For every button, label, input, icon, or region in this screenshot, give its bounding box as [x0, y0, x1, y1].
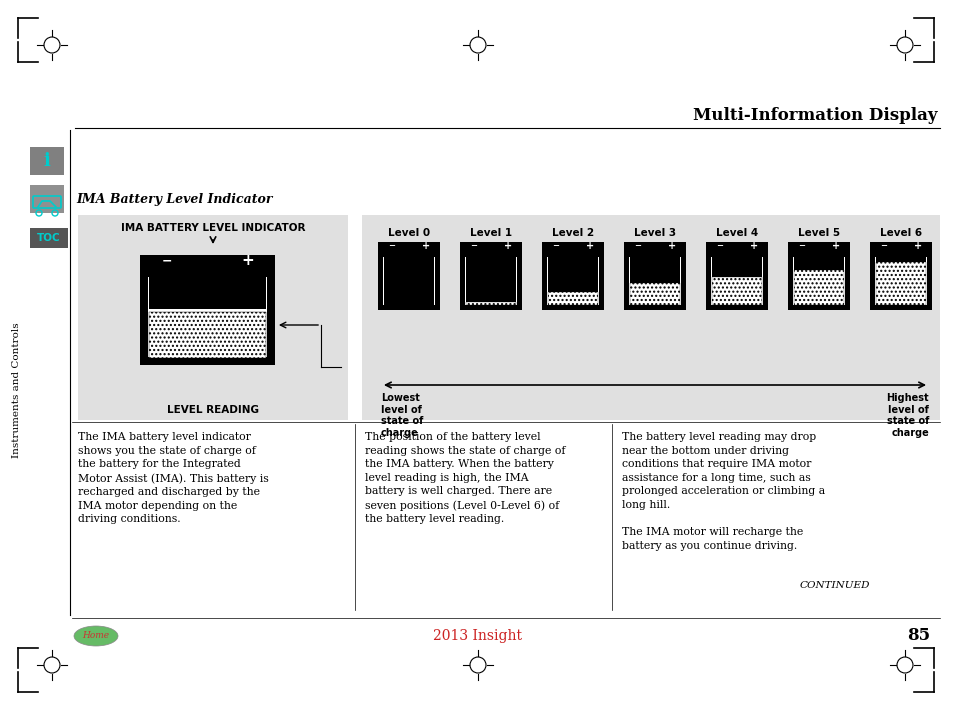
Text: LEVEL READING: LEVEL READING [167, 405, 258, 415]
Bar [877, 242, 890, 249]
Bar [910, 242, 923, 249]
Text: CONTINUED: CONTINUED [799, 581, 869, 589]
Bar [582, 242, 596, 249]
Text: Level 1: Level 1 [470, 228, 512, 238]
Bar [464, 257, 517, 305]
Text: 2013 Insight: 2013 Insight [433, 629, 522, 643]
Bar [547, 292, 598, 305]
Bar [705, 242, 767, 310]
Bar [875, 262, 925, 305]
Bar [30, 147, 64, 175]
Bar [140, 255, 274, 365]
Text: IMA Battery Level Indicator: IMA Battery Level Indicator [76, 194, 273, 207]
Text: Level 6: Level 6 [879, 228, 922, 238]
Bar [468, 242, 480, 249]
Bar [156, 255, 178, 267]
Bar [550, 242, 562, 249]
Text: +: + [913, 241, 922, 251]
Text: Level 5: Level 5 [797, 228, 840, 238]
Text: −: − [880, 241, 886, 251]
Bar [541, 242, 603, 310]
Bar [792, 257, 844, 305]
Text: IMA BATTERY LEVEL INDICATOR: IMA BATTERY LEVEL INDICATOR [121, 223, 305, 233]
Bar [711, 257, 761, 277]
Text: +: + [831, 241, 840, 251]
Bar [710, 257, 762, 305]
Ellipse shape [74, 626, 118, 646]
Text: −: − [634, 241, 640, 251]
Text: −: − [388, 241, 395, 251]
Text: The battery level reading may drop
near the bottom under driving
conditions that: The battery level reading may drop near … [621, 432, 824, 551]
Bar [628, 257, 680, 305]
Bar [78, 215, 348, 420]
Bar [623, 242, 685, 310]
Text: 85: 85 [906, 628, 929, 645]
Text: −: − [552, 241, 558, 251]
Bar [459, 242, 521, 310]
Text: −: − [716, 241, 722, 251]
Bar [713, 242, 726, 249]
Text: Level 0: Level 0 [388, 228, 430, 238]
Bar [869, 242, 931, 310]
Text: −: − [470, 241, 477, 251]
Bar [384, 257, 434, 305]
Bar [418, 242, 432, 249]
Text: +: + [503, 241, 512, 251]
Bar [795, 242, 808, 249]
Bar [875, 257, 925, 262]
Text: TOC: TOC [37, 233, 61, 243]
Bar [793, 257, 843, 270]
Text: Level 3: Level 3 [634, 228, 676, 238]
Bar [382, 257, 435, 305]
Bar [465, 302, 516, 305]
Text: Highest
level of
state of
charge: Highest level of state of charge [885, 393, 928, 438]
Text: Level 2: Level 2 [552, 228, 594, 238]
Bar [500, 242, 514, 249]
Text: +: + [749, 241, 758, 251]
Text: Instruments and Controls: Instruments and Controls [12, 322, 22, 458]
Bar [149, 277, 266, 309]
Bar [828, 242, 841, 249]
Bar [547, 257, 598, 292]
Text: +: + [421, 241, 430, 251]
Text: The position of the battery level
reading shows the state of charge of
the IMA b: The position of the battery level readin… [365, 432, 565, 525]
Text: Lowest
level of
state of
charge: Lowest level of state of charge [380, 393, 423, 438]
Text: +: + [667, 241, 676, 251]
Text: The IMA battery level indicator
shows you the state of charge of
the battery for: The IMA battery level indicator shows yo… [78, 432, 269, 525]
Text: Multi-Information Display: Multi-Information Display [693, 106, 937, 124]
Bar [377, 242, 439, 310]
Bar [787, 242, 849, 310]
Bar [30, 185, 64, 213]
Bar [631, 242, 644, 249]
Text: −: − [162, 254, 172, 268]
Bar [629, 283, 679, 305]
Bar [148, 277, 267, 357]
Text: Level 4: Level 4 [715, 228, 758, 238]
Text: +: + [241, 253, 254, 268]
Bar [629, 257, 679, 283]
Bar [711, 277, 761, 305]
Text: i: i [44, 152, 51, 170]
Text: Home: Home [82, 631, 110, 640]
Bar [30, 228, 68, 248]
Text: −: − [798, 241, 804, 251]
Bar [664, 242, 678, 249]
Bar [236, 255, 258, 267]
Bar [361, 215, 939, 420]
Text: +: + [585, 241, 594, 251]
Bar [149, 312, 266, 358]
Bar [746, 242, 760, 249]
Bar [386, 242, 398, 249]
Bar [465, 257, 516, 302]
Bar [874, 257, 926, 305]
Bar [793, 270, 843, 305]
Bar [546, 257, 598, 305]
